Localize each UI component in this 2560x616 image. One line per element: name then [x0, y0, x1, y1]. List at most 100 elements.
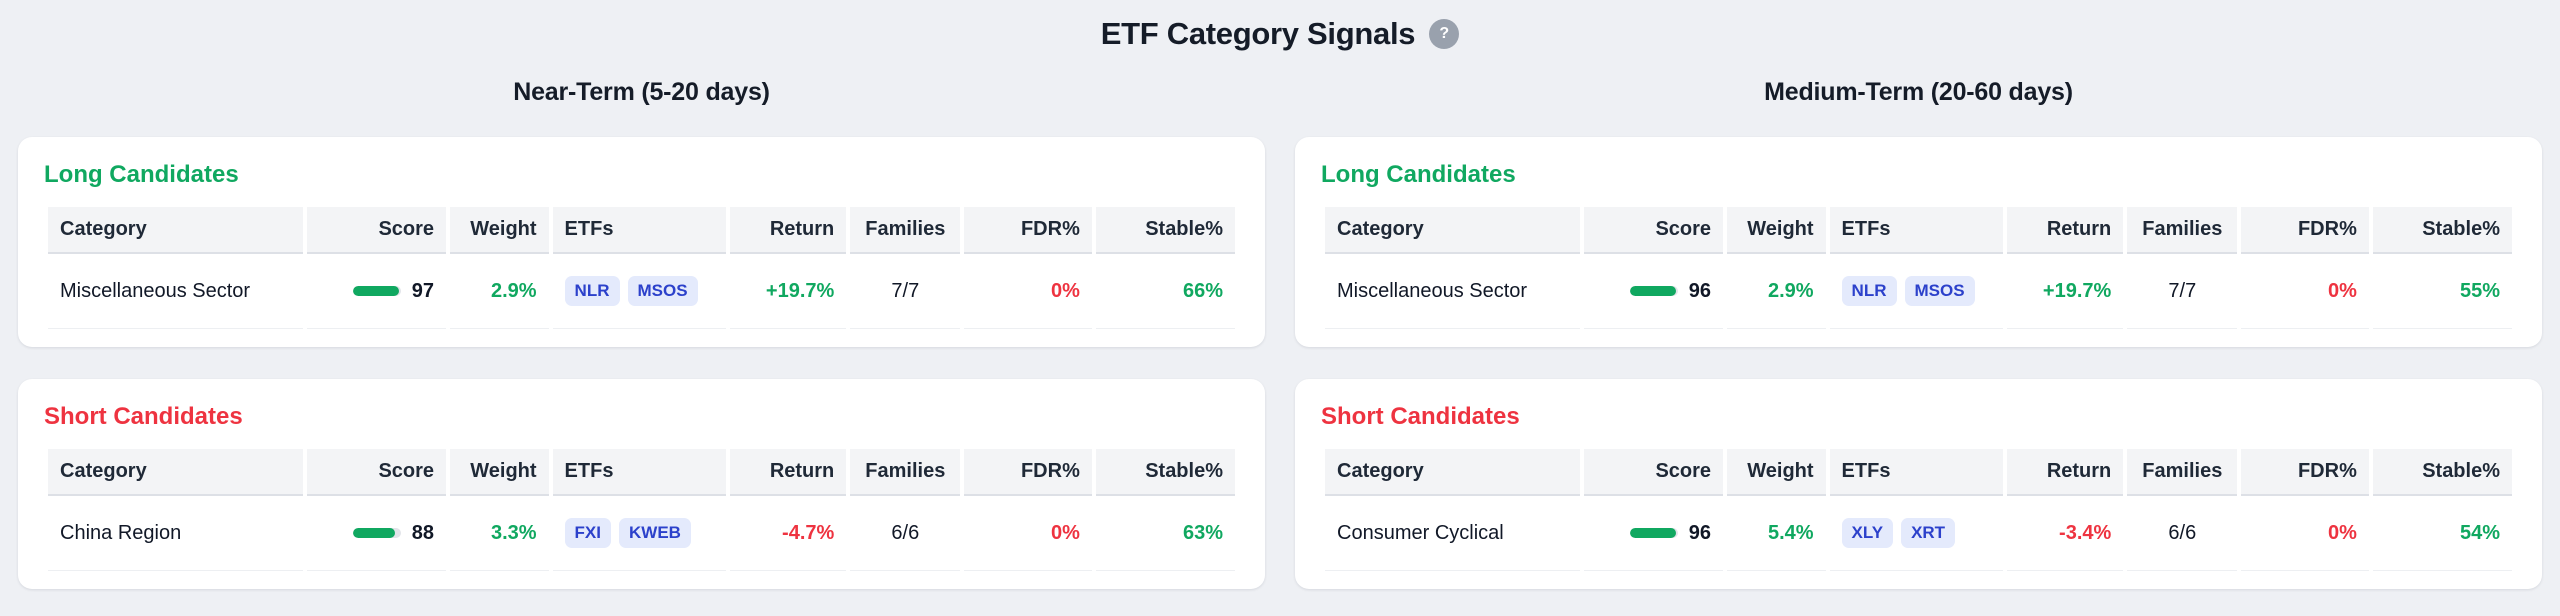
card-long-candidates: Long Candidates Category Score Weight ETFs R…: [18, 137, 1265, 347]
table-body: Miscellaneous Sector 97 2.9% NLR MSOS +19…: [48, 254, 1235, 329]
table-row: China Region 88 3.3% FXI KWEB -4.7% 6/6 0…: [48, 496, 1235, 571]
score-cell: 97: [352, 279, 435, 303]
signals-table: Category Score Weight ETFs Return Families FDR…: [1321, 207, 2516, 329]
etf-badge-xrt[interactable]: XRT: [1901, 518, 1956, 548]
etf-badge-nlr[interactable]: NLR: [564, 276, 620, 306]
column-header-stable: Stable%: [1095, 207, 1235, 254]
etf-badge-kweb[interactable]: KWEB: [619, 518, 691, 548]
score-bar-fill: [352, 286, 400, 297]
table-row: Miscellaneous Sector 96 2.9% NLR MSOS +19…: [1325, 254, 2512, 329]
score-value: 96: [1688, 521, 1712, 544]
help-icon[interactable]: ?: [1429, 19, 1460, 49]
column-header-category: Category: [48, 207, 303, 254]
column-header-weight: Weight: [450, 207, 549, 254]
signals-table: Category Score Weight ETFs Return Families FDR…: [44, 449, 1239, 571]
etf-badge-xly[interactable]: XLY: [1841, 518, 1894, 548]
page-title: ETF Category Signals: [1100, 16, 1416, 51]
signals-table: Category Score Weight ETFs Return Families FDR…: [1321, 449, 2516, 571]
table-row: Consumer Cyclical 96 5.4% XLY XRT -3.4% 6…: [1325, 496, 2512, 571]
card-title: Long Candidates: [1321, 161, 1516, 188]
card-title: Short Candidates: [44, 403, 243, 430]
score-value: 97: [411, 279, 435, 302]
etf-badge-msos[interactable]: MSOS: [627, 276, 698, 306]
score-bar: [352, 528, 401, 539]
table-header-row: Category Score Weight ETFs Return Families FDR…: [1325, 207, 2512, 254]
column-header-score: Score: [306, 207, 447, 254]
column-header-stable: Stable%: [1095, 449, 1235, 496]
score-bar: [1629, 286, 1678, 297]
column-header-return: Return: [730, 207, 847, 254]
etf-badge-nlr[interactable]: NLR: [1841, 276, 1897, 306]
column-header-etfs: ETFs: [1829, 449, 2004, 496]
score-value: 88: [411, 521, 435, 544]
category-name: China Region: [60, 521, 182, 544]
score-bar: [352, 286, 401, 297]
term-section: Medium-Term (20-60 days) Long Candidates…: [1295, 78, 2542, 589]
return-value: -4.7%: [782, 521, 835, 544]
column-header-weight: Weight: [450, 449, 549, 496]
fdr-value: 0%: [1050, 521, 1080, 544]
fdr-value: 0%: [1050, 279, 1080, 302]
card-short-candidates: Short Candidates Category Score Weight ETFs…: [18, 379, 1265, 589]
column-header-stable: Stable%: [2372, 449, 2512, 496]
table-body: China Region 88 3.3% FXI KWEB -4.7% 6/6 0…: [48, 496, 1235, 571]
card-long-candidates: Long Candidates Category Score Weight ETFs R…: [1295, 137, 2542, 347]
weight-value: 2.9%: [1767, 279, 1814, 302]
column-header-stable: Stable%: [2372, 207, 2512, 254]
score-bar: [1629, 528, 1678, 539]
etf-badges: NLR MSOS: [564, 276, 698, 306]
fdr-value: 0%: [2327, 521, 2357, 544]
category-name: Miscellaneous Sector: [60, 279, 251, 302]
score-value: 96: [1688, 279, 1712, 302]
page-header: ETF Category Signals ?: [0, 0, 2560, 52]
category-name: Consumer Cyclical: [1337, 521, 1504, 544]
term-section: Near-Term (5-20 days) Long Candidates Ca…: [18, 78, 1265, 589]
column-header-etfs: ETFs: [552, 449, 727, 496]
category-name: Miscellaneous Sector: [1337, 279, 1528, 302]
return-value: -3.4%: [2059, 521, 2112, 544]
column-header-fdr: FDR%: [2241, 207, 2369, 254]
section-cards: Long Candidates Category Score Weight ETFs R…: [18, 137, 1265, 589]
column-header-return: Return: [730, 449, 847, 496]
section-title: Medium-Term (20-60 days): [1764, 78, 2073, 106]
return-value: +19.7%: [2042, 279, 2112, 302]
section-title: Near-Term (5-20 days): [513, 78, 770, 106]
table-body: Miscellaneous Sector 96 2.9% NLR MSOS +19…: [1325, 254, 2512, 329]
weight-value: 3.3%: [490, 521, 537, 544]
column-header-score: Score: [1583, 207, 1724, 254]
column-header-families: Families: [850, 449, 961, 496]
stable-value: 66%: [1182, 279, 1223, 302]
section-cards: Long Candidates Category Score Weight ETFs R…: [1295, 137, 2542, 589]
column-header-fdr: FDR%: [2241, 449, 2369, 496]
column-header-return: Return: [2007, 449, 2124, 496]
score-bar-fill: [1629, 528, 1676, 539]
etf-badge-fxi[interactable]: FXI: [564, 518, 611, 548]
weight-value: 5.4%: [1767, 521, 1814, 544]
column-header-weight: Weight: [1727, 449, 1826, 496]
column-header-etfs: ETFs: [552, 207, 727, 254]
column-header-etfs: ETFs: [1829, 207, 2004, 254]
etf-badge-msos[interactable]: MSOS: [1904, 276, 1975, 306]
card-short-candidates: Short Candidates Category Score Weight ETFs…: [1295, 379, 2542, 589]
etf-badges: NLR MSOS: [1841, 276, 1975, 306]
table-header-row: Category Score Weight ETFs Return Families FDR…: [48, 449, 1235, 496]
etf-badges: FXI KWEB: [564, 518, 691, 548]
return-value: +19.7%: [765, 279, 835, 302]
column-header-families: Families: [2127, 207, 2238, 254]
card-title: Long Candidates: [44, 161, 239, 188]
column-header-category: Category: [48, 449, 303, 496]
column-header-score: Score: [1583, 449, 1724, 496]
weight-value: 2.9%: [490, 279, 537, 302]
table-body: Consumer Cyclical 96 5.4% XLY XRT -3.4% 6…: [1325, 496, 2512, 571]
score-cell: 96: [1629, 521, 1712, 545]
score-cell: 88: [352, 521, 435, 545]
column-header-score: Score: [306, 449, 447, 496]
score-bar-fill: [1629, 286, 1676, 297]
sections-grid: Near-Term (5-20 days) Long Candidates Ca…: [0, 78, 2560, 589]
families-value: 7/7: [891, 279, 920, 302]
families-value: 6/6: [2168, 521, 2197, 544]
stable-value: 63%: [1182, 521, 1223, 544]
column-header-families: Families: [2127, 449, 2238, 496]
card-title: Short Candidates: [1321, 403, 1520, 430]
signals-table: Category Score Weight ETFs Return Families FDR…: [44, 207, 1239, 329]
